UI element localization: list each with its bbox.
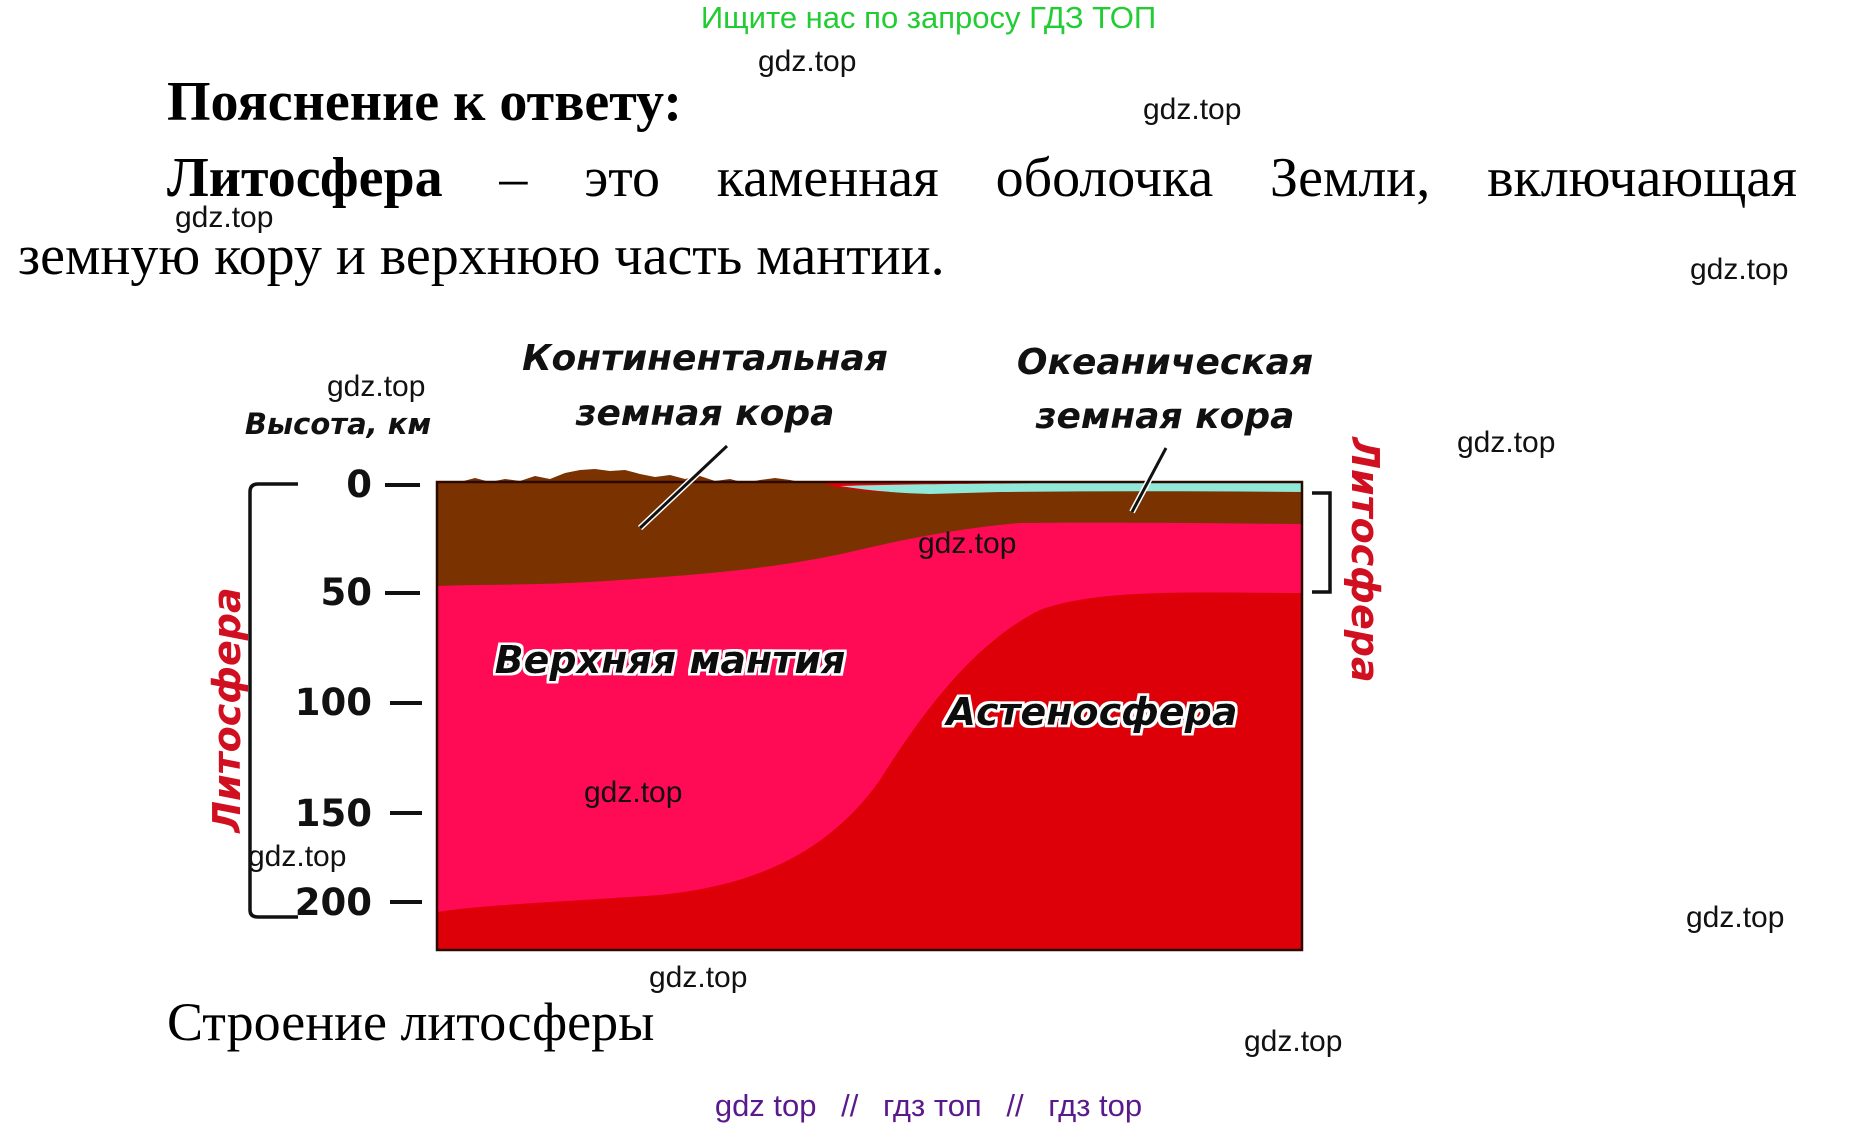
oceanic-crust-label: Океаническая	[1017, 342, 1313, 383]
word: –	[499, 147, 528, 209]
watermark: gdz.top	[248, 840, 347, 873]
right-lithosphere-label: Литосфера	[1343, 436, 1387, 682]
continental-crust-label: Континентальная	[522, 338, 888, 379]
asthenosphere-label: Астеносфера	[944, 690, 1238, 734]
watermark: gdz.top	[649, 961, 748, 994]
depth-axis: 0 50 100 150 200	[295, 463, 422, 924]
watermark: gdz.top	[1244, 1025, 1343, 1058]
footer-part: gdz top	[714, 1088, 817, 1123]
tick-label-100: 100	[295, 681, 372, 724]
term-lithosphere: Литосфера	[167, 147, 443, 209]
ocean-layer	[840, 482, 1302, 494]
oceanic-pointer-line	[1130, 447, 1168, 513]
watermark: gdz.top	[918, 527, 1017, 560]
footer-separator: //	[1006, 1088, 1024, 1123]
oceanic-crust-label-2: земная кора	[1035, 396, 1295, 437]
left-lithosphere-bracket	[248, 482, 298, 919]
answer-heading: Пояснение к ответу:	[167, 71, 682, 133]
tick-label-200: 200	[295, 881, 372, 924]
footer-watermark: gdz top // гдз топ // гдз top	[0, 1088, 1857, 1124]
watermark: gdz.top	[1143, 93, 1242, 126]
word: Земли,	[1270, 147, 1431, 209]
word: каменная	[716, 147, 939, 209]
upper-mantle-layer	[437, 500, 1302, 912]
tick-label-150: 150	[295, 792, 372, 835]
continental-pointer-line	[638, 444, 729, 530]
footer-part: гдз топ	[883, 1088, 982, 1123]
continental-crust-label-2: земная кора	[575, 393, 835, 434]
word: включающая	[1487, 147, 1797, 209]
crust-layer	[437, 469, 1302, 586]
definition-line-1: Литосфера – это каменная оболочка Земли,…	[167, 146, 1797, 210]
tick-label-0: 0	[346, 463, 372, 506]
footer-separator: //	[841, 1088, 859, 1123]
axis-title: Высота, км	[245, 407, 431, 441]
word: оболочка	[995, 147, 1214, 209]
watermark: gdz.top	[1690, 253, 1789, 286]
diagram-frame	[435, 480, 1304, 952]
watermark: gdz.top	[1457, 426, 1556, 459]
upper-mantle-label: Верхняя мантия	[495, 638, 846, 682]
watermark: gdz.top	[758, 45, 857, 78]
footer-part: гдз top	[1048, 1088, 1143, 1123]
right-lithosphere-bracket	[1312, 491, 1332, 594]
watermark: gdz.top	[327, 370, 426, 403]
word: это	[584, 147, 660, 209]
watermark: gdz.top	[175, 201, 274, 234]
watermark: gdz.top	[1686, 901, 1785, 934]
search-banner: Ищите нас по запросу ГДЗ ТОП	[700, 0, 1157, 35]
left-lithosphere-label: Литосфера	[205, 587, 249, 833]
figure-caption: Строение литосферы	[167, 992, 655, 1052]
watermark: gdz.top	[584, 776, 683, 809]
tick-label-50: 50	[321, 571, 373, 614]
definition-line-2: земную кору и верхнюю часть мантии.	[18, 225, 945, 287]
